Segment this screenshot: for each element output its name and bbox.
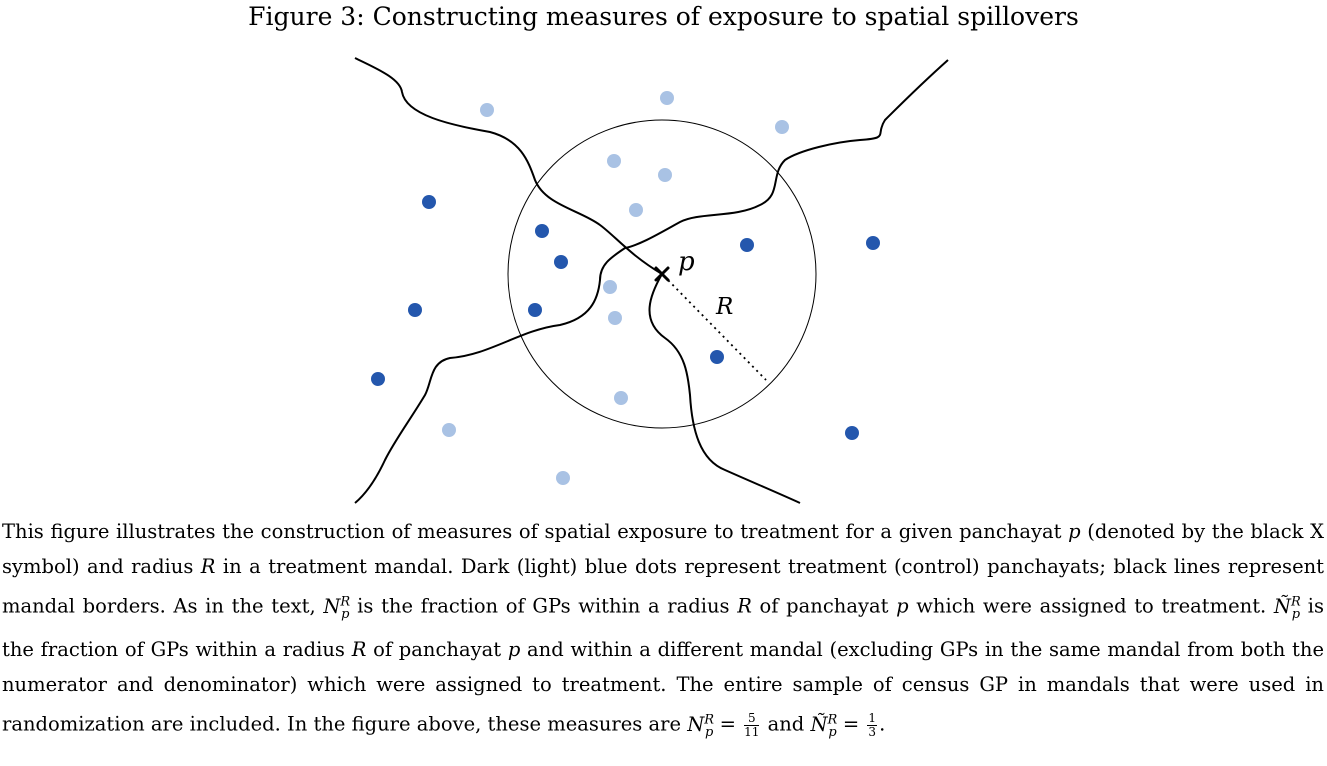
caption-text: This figure illustrates the construction… xyxy=(2,520,1069,543)
caption-text: is the fraction of GPs within a radius xyxy=(349,594,738,618)
caption-text: and xyxy=(761,712,811,736)
control-dot xyxy=(603,280,617,294)
control-dot xyxy=(658,168,672,182)
math-p: p xyxy=(1068,520,1081,543)
math-p: p xyxy=(896,594,909,618)
treatment-dots xyxy=(371,195,880,440)
treatment-dot xyxy=(408,303,422,317)
spatial-spillover-diagram: p R xyxy=(354,57,949,504)
treatment-dot xyxy=(422,195,436,209)
math-equals: = xyxy=(713,712,743,736)
fraction-5-11: 5 11 xyxy=(744,710,760,739)
math-Ntilde-p-R: ÑRp xyxy=(1273,594,1301,622)
caption-text: . xyxy=(879,712,886,736)
control-dot xyxy=(480,103,494,117)
math-Ntilde-p-R: ÑRp xyxy=(810,712,838,740)
caption-text: of panchayat xyxy=(751,594,897,618)
treatment-dot xyxy=(710,350,724,364)
control-dot xyxy=(607,154,621,168)
caption-text: (denoted by the black X symbol) and radi… xyxy=(2,520,1325,579)
control-dots xyxy=(442,91,789,485)
math-R: R xyxy=(200,555,216,579)
control-dot xyxy=(608,311,622,325)
treatment-dot xyxy=(554,255,568,269)
panchayat-x-marker xyxy=(654,266,670,282)
radius-circle xyxy=(507,119,817,429)
control-dot xyxy=(442,423,456,437)
figure-caption: This figure illustrates the construction… xyxy=(2,514,1324,750)
caption-text: which were assigned to treatment. xyxy=(908,594,1274,618)
treatment-dot xyxy=(845,426,859,440)
treatment-dot xyxy=(866,236,880,250)
caption-text: in a treatment mandal. Dark (light) blue… xyxy=(2,555,1325,618)
mandal-border-top-right xyxy=(354,59,949,504)
mandal-border-bottom xyxy=(648,273,801,504)
label-R: R xyxy=(715,294,733,320)
radius-line xyxy=(663,275,767,381)
mandal-border-top-left xyxy=(354,57,663,275)
control-dot xyxy=(614,391,628,405)
control-dot xyxy=(629,203,643,217)
math-N-p-R: NRp xyxy=(323,594,351,622)
math-R: R xyxy=(351,638,367,661)
label-p: p xyxy=(678,247,695,277)
math-p: p xyxy=(507,638,521,661)
treatment-dot xyxy=(371,372,385,386)
math-R: R xyxy=(737,594,752,618)
caption-text: of panchayat xyxy=(366,638,508,661)
treatment-dot xyxy=(740,238,754,252)
caption-text: and within a different mandal (excluding… xyxy=(2,638,1324,736)
math-equals: = xyxy=(836,712,866,736)
control-dot xyxy=(660,91,674,105)
treatment-dot xyxy=(535,224,549,238)
math-N-p-R: NRp xyxy=(687,712,715,740)
figure-title: Figure 3: Constructing measures of expos… xyxy=(248,2,1079,31)
treatment-dot xyxy=(528,303,542,317)
control-dot xyxy=(556,471,570,485)
control-dot xyxy=(775,120,789,134)
caption-text: is the fraction of GPs within a radius xyxy=(2,594,1324,661)
